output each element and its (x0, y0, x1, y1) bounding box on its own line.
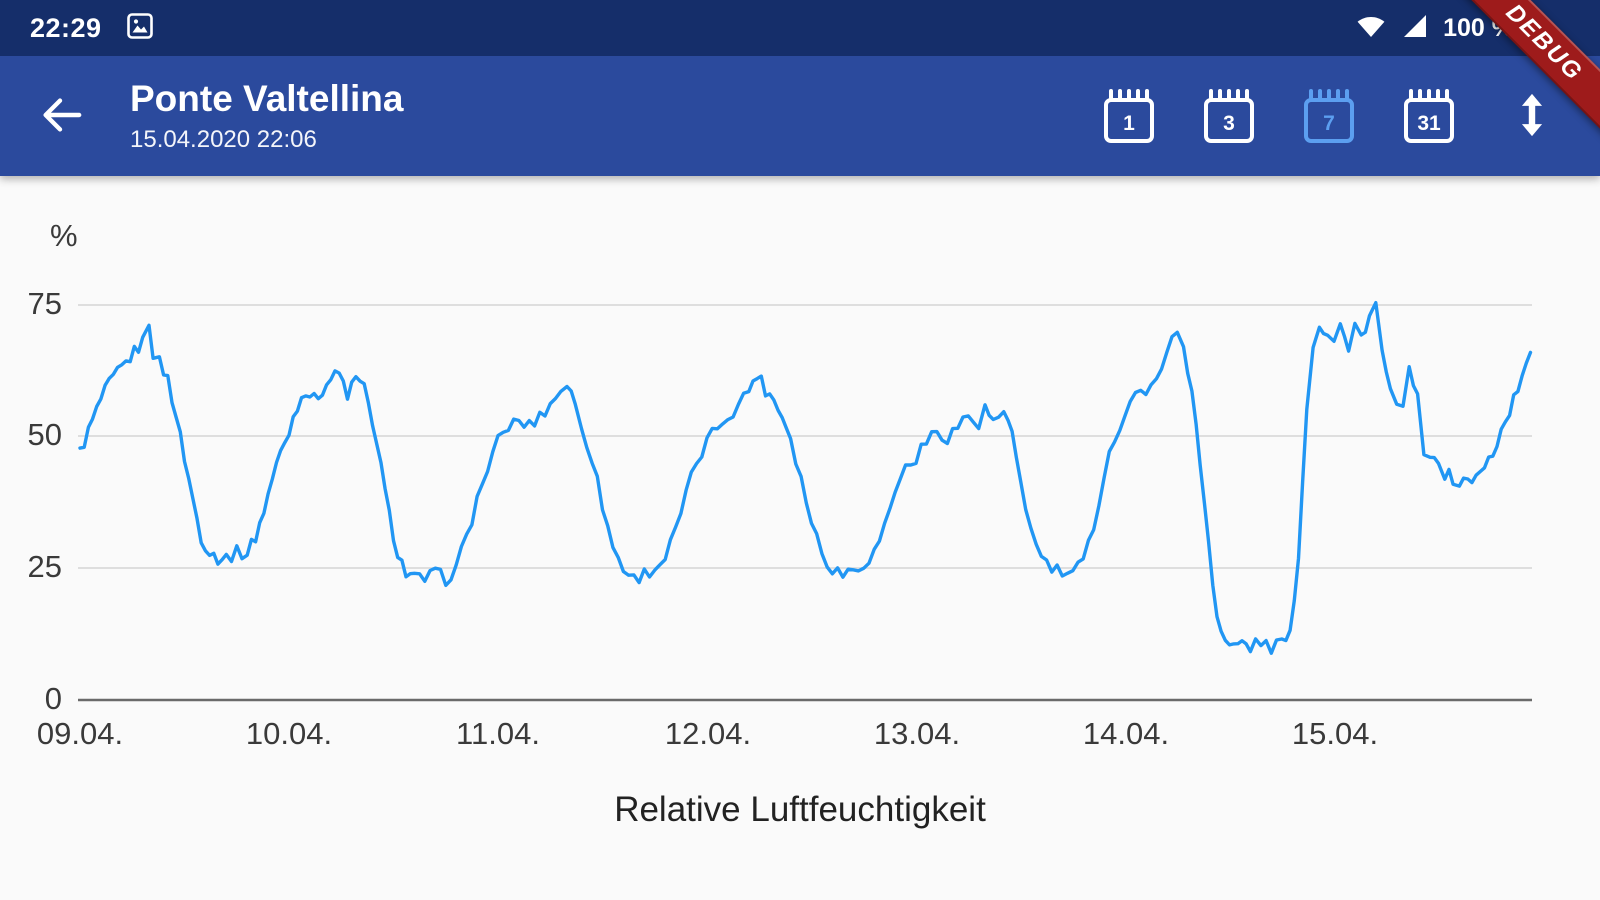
back-button[interactable] (30, 86, 90, 146)
x-tick-1404: 14.04. (1082, 716, 1170, 751)
x-tick-1204: 12.04. (664, 716, 752, 751)
wifi-icon (1355, 13, 1387, 44)
y-tick-50: 50 (27, 417, 62, 452)
y-tick-25: 25 (27, 549, 62, 584)
range-button-3-days[interactable]: 3 (1204, 89, 1254, 143)
vertical-swap-icon (1510, 91, 1554, 142)
x-tick-1004: 10.04. (245, 716, 333, 751)
app-bar: Ponte Valtellina 15.04.2020 22:06 1 3 7 (0, 56, 1600, 176)
humidity-chart[interactable] (0, 176, 1600, 900)
x-tick-1104: 11.04. (456, 716, 540, 751)
range-button-7-days[interactable]: 7 (1304, 89, 1354, 143)
chart-panel: % 75 50 25 0 09.04. 10.04. 11.04. 12.04.… (0, 176, 1600, 900)
range-button-31-days[interactable]: 31 (1404, 89, 1454, 143)
clock: 22:29 (30, 12, 102, 43)
y-tick-75: 75 (27, 286, 62, 321)
status-bar-left: 22:29 (30, 12, 154, 45)
app-bar-actions: 1 3 7 31 (1104, 86, 1560, 146)
humidity-line (78, 301, 1533, 655)
screenshot-icon (126, 12, 154, 45)
x-tick-0904: 09.04. (36, 716, 124, 751)
cell-signal-icon (1401, 13, 1429, 44)
title-block: Ponte Valtellina 15.04.2020 22:06 (130, 78, 1104, 154)
page-title: Ponte Valtellina (130, 78, 404, 120)
range-button-1-day[interactable]: 1 (1104, 89, 1154, 143)
calendar-1-icon: 1 (1104, 89, 1154, 143)
arrow-back-icon (37, 92, 83, 141)
status-bar: 22:29 100 % (0, 0, 1600, 56)
y-tick-0: 0 (44, 681, 62, 716)
chart-title: Relative Luftfeuchtigkeit (614, 790, 986, 829)
calendar-31-icon: 31 (1404, 89, 1454, 143)
y-axis-unit-label: % (50, 218, 78, 253)
page-subtitle: 15.04.2020 22:06 (130, 125, 317, 153)
calendar-3-icon: 3 (1204, 89, 1254, 143)
scale-toggle-button[interactable] (1504, 86, 1560, 146)
x-tick-1304: 13.04. (873, 716, 961, 751)
x-tick-1504: 15.04. (1291, 716, 1379, 751)
calendar-7-icon: 7 (1304, 89, 1354, 143)
